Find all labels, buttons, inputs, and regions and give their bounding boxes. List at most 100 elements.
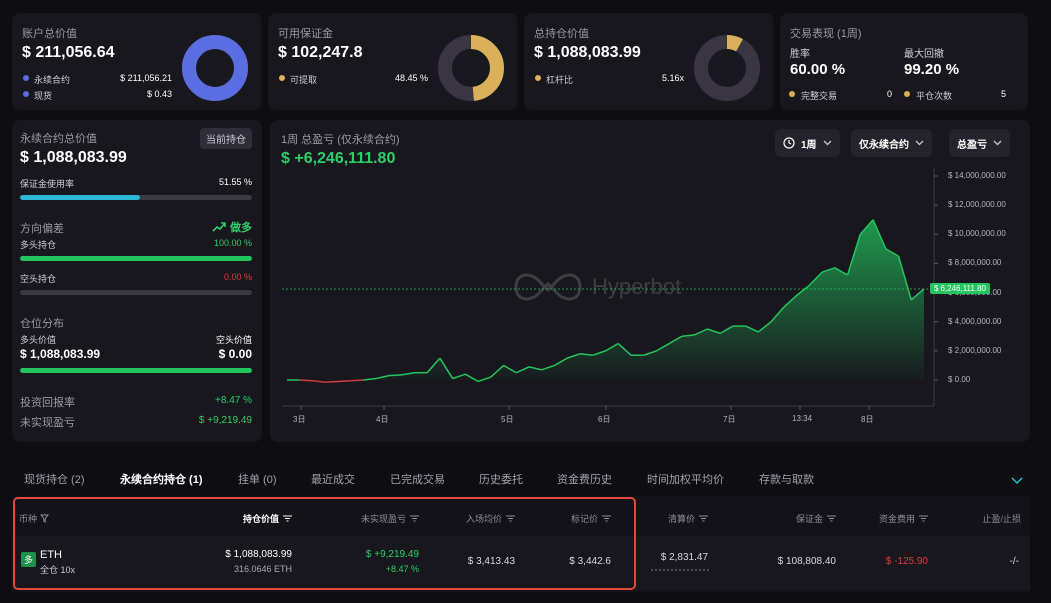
current-positions-badge[interactable]: 当前持仓	[200, 128, 252, 149]
distribution-label: 仓位分布	[20, 318, 64, 330]
drawdown-label: 最大回撤	[904, 49, 944, 60]
spot-dot-icon	[23, 91, 29, 97]
liq-price-underline	[651, 569, 709, 571]
position-size: 316.0646 ETH	[233, 564, 292, 574]
account-value-label: 账户总价值	[22, 28, 77, 40]
perp-label: 永续合约	[34, 75, 71, 85]
pnl-line-segment	[796, 284, 810, 297]
margin-usage-bar	[20, 195, 252, 200]
trend-up-icon	[212, 222, 226, 232]
short-value-label: 空头价值	[215, 335, 252, 345]
col-mark-price[interactable]: 标记价	[571, 512, 611, 525]
withdrawable-label: 可提取	[290, 75, 318, 85]
pnl-line-segment	[541, 364, 555, 371]
pnl-line-segment	[846, 234, 862, 276]
col-tpsl[interactable]: 止盈/止损	[982, 514, 1021, 524]
tab-deposits-withdrawals[interactable]: 存款与取款	[759, 474, 814, 486]
completed-value: 0	[886, 89, 892, 99]
x-tick-label: 8日	[861, 415, 874, 424]
tab-open-orders[interactable]: 挂单 (0)	[238, 474, 277, 486]
collapse-chevron-icon[interactable]	[1011, 477, 1023, 485]
col-funding-label: 资金费用	[878, 514, 915, 524]
perp-total-label: 永续合约总价值	[20, 133, 97, 145]
col-liq-price[interactable]: 清算价	[668, 512, 708, 525]
pnl-line-segment	[464, 373, 479, 383]
margin-usage-label: 保证金使用率	[20, 179, 75, 189]
y-tick-label: $ 2,000,000.00	[948, 345, 1002, 355]
long-position-bar	[20, 256, 252, 261]
coin-name[interactable]: ETH	[40, 549, 62, 561]
col-margin[interactable]: 保证金	[796, 512, 836, 525]
margin-mode: 全仓 10x	[40, 565, 76, 575]
withdrawable-dot-icon	[279, 75, 285, 81]
chevron-down-icon	[993, 140, 1002, 146]
sort-icon	[699, 515, 708, 522]
metric-dropdown[interactable]: 总盈亏	[949, 129, 1010, 157]
completed-dot-icon	[789, 91, 795, 97]
tab-funding-history[interactable]: 资金费历史	[557, 474, 612, 486]
col-upnl[interactable]: 未实现盈亏	[361, 512, 419, 525]
closes-value: 5	[1000, 89, 1006, 99]
pnl-line-segment	[719, 325, 734, 335]
positions-card: 总持仓价值 $ 1,088,083.99 杠杆比 5.16x	[524, 13, 773, 110]
col-upnl-label: 未实现盈亏	[360, 514, 406, 524]
contract-filter-dropdown[interactable]: 仅永续合约	[851, 129, 932, 157]
positions-label: 总持仓价值	[534, 28, 589, 40]
watermark: Hyperbot	[512, 268, 681, 306]
long-position-pct: 100.00 %	[213, 238, 252, 248]
pnl-line-segment	[376, 374, 390, 380]
pnl-line-segment	[770, 306, 785, 323]
chevron-down-icon	[823, 140, 832, 146]
col-funding[interactable]: 资金费用	[879, 512, 928, 525]
sort-icon	[602, 515, 611, 522]
margin-card: 可用保证金 $ 102,247.8 可提取 48.45 %	[268, 13, 517, 110]
tpsl-value[interactable]: -/-	[1009, 556, 1019, 567]
pnl-line-segment	[567, 353, 581, 359]
tab-perp-positions[interactable]: 永续合约持仓 (1)	[120, 474, 203, 486]
pnl-line-segment	[707, 328, 721, 335]
perp-overview-panel: 永续合约总价值 当前持仓 $ 1,088,083.99 保证金使用率 51.55…	[12, 120, 262, 442]
pnl-line-segment	[477, 376, 492, 383]
margin-value-cell: $ 108,808.40	[777, 556, 836, 567]
withdrawable-value: 48.45 %	[394, 73, 428, 83]
col-position-value[interactable]: 持仓价值	[243, 512, 292, 525]
x-tick-label: 13:34	[792, 414, 813, 423]
bias-label: 方向偏差	[20, 223, 64, 235]
y-tick-label: $ 8,000,000.00	[948, 258, 1002, 268]
clock-icon	[783, 137, 795, 149]
pnl-line-segment	[910, 288, 925, 301]
pnl-line-segment	[783, 294, 798, 308]
spot-label: 现货	[34, 91, 53, 101]
upnl-value: $ +9,219.49	[365, 549, 419, 560]
account-value: $ 211,056.64	[22, 44, 115, 61]
closes-dot-icon	[904, 91, 910, 97]
pnl-line-segment	[643, 350, 657, 356]
tab-twap[interactable]: 时间加权平均价	[647, 474, 724, 486]
mark-price: $ 3,442.6	[569, 556, 611, 567]
pnl-line-segment	[579, 353, 593, 356]
col-entry-price-label: 入场均价	[465, 514, 502, 524]
short-position-label: 空头持仓	[20, 274, 57, 284]
spot-value: $ 0.43	[146, 89, 172, 99]
col-mark-price-label: 标记价	[570, 514, 598, 524]
period-dropdown[interactable]: 1周	[775, 129, 840, 157]
y-tick-label: $ 10,000,000.00	[948, 229, 1006, 239]
bias-indicator: 做多	[212, 219, 252, 235]
upnl-pct: +8.47 %	[385, 564, 419, 574]
col-entry-price[interactable]: 入场均价	[466, 512, 515, 525]
long-position-label: 多头持仓	[20, 240, 57, 250]
leverage-value: 5.16x	[661, 73, 684, 83]
long-value-label: 多头价值	[20, 335, 57, 345]
roi-value: +8.47 %	[215, 395, 252, 406]
upnl-label: 未实现盈亏	[20, 417, 75, 429]
tab-order-history[interactable]: 历史委托	[479, 474, 523, 486]
pnl-line-segment	[337, 379, 351, 383]
tab-completed-trades[interactable]: 已完成交易	[390, 474, 445, 486]
pnl-line-segment	[363, 377, 377, 381]
tab-spot-positions[interactable]: 现货持仓 (2)	[24, 474, 85, 486]
col-coin[interactable]: 币种	[19, 512, 50, 525]
col-margin-label: 保证金	[795, 514, 823, 524]
pnl-line-segment	[808, 271, 823, 286]
tab-recent-fills[interactable]: 最近成交	[311, 474, 355, 486]
